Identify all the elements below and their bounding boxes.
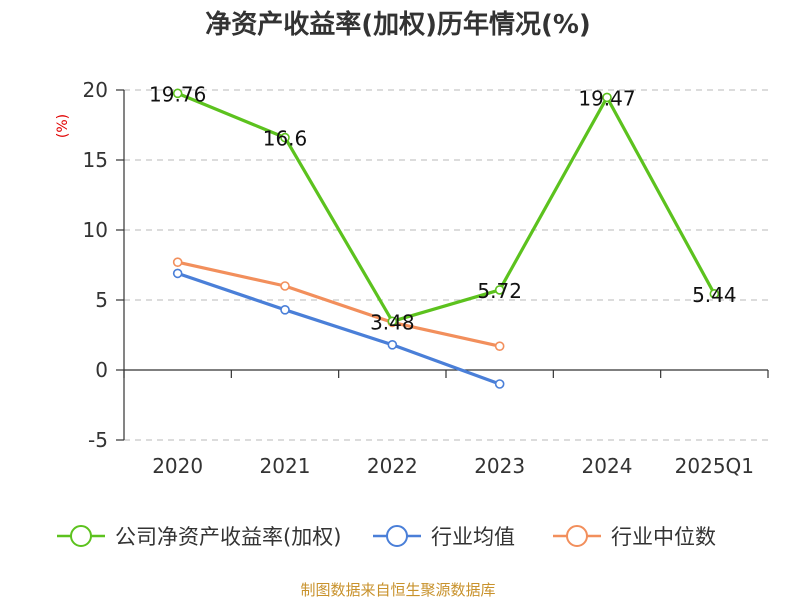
data-point	[709, 289, 720, 299]
legend-marker	[566, 525, 588, 547]
x-tick-label: 2025Q1	[675, 454, 754, 478]
legend: 公司净资产收益率(加权) 行业均值 行业中位数	[57, 525, 716, 549]
legend-marker	[386, 525, 408, 547]
data-point	[280, 281, 290, 291]
data-point	[602, 92, 612, 103]
data-point	[280, 132, 290, 143]
data-point	[172, 88, 183, 99]
data-label: 19.47	[578, 86, 635, 110]
y-tick-label: 20	[83, 78, 108, 102]
series-line	[177, 260, 501, 348]
axis-layer: 20 15 10 5 0 -5 2020 2021 2022 2023 2024 2025Q1 (%)	[55, 78, 769, 478]
x-tick-label: 2023	[474, 454, 525, 478]
source-note: 制图数据来自恒生聚源数据库	[300, 581, 495, 599]
y-tick-label: 10	[83, 218, 108, 242]
legend-marker	[70, 525, 92, 547]
chart-title: 净资产收益率(加权)历年情况(%)	[205, 9, 591, 40]
y-tick-label: 5	[95, 288, 108, 312]
y-tick-label: -5	[88, 428, 108, 452]
data-point	[172, 268, 183, 279]
y-tick-label: 0	[95, 358, 108, 382]
series-line	[177, 91, 716, 323]
legend-label: 公司净资产收益率(加权)	[115, 525, 341, 549]
data-point	[280, 304, 290, 315]
y-axis-unit-label: (%)	[55, 114, 71, 138]
data-point	[387, 339, 398, 350]
data-point	[172, 257, 183, 268]
data-label: 5.44	[692, 283, 737, 307]
data-point	[494, 379, 505, 389]
data-label: 5.72	[477, 279, 522, 303]
data-point	[494, 285, 505, 295]
data-label: 16.6	[263, 127, 308, 151]
grid-layer	[124, 89, 768, 441]
data-label: 19.76	[149, 82, 206, 106]
y-tick-label: 15	[83, 148, 108, 172]
label-layer: 19.76 16.6 3.48 5.72 19.47 5.44	[149, 82, 737, 334]
x-tick-label: 2020	[152, 454, 203, 478]
series-layer	[172, 88, 720, 389]
data-point	[494, 341, 505, 352]
x-tick-label: 2022	[367, 454, 418, 478]
x-tick-label: 2024	[582, 454, 633, 478]
legend-label: 行业均值	[431, 525, 515, 549]
legend-label: 行业中位数	[611, 525, 716, 549]
x-tick-label: 2021	[260, 454, 311, 478]
data-point	[387, 316, 398, 327]
series-line	[177, 271, 501, 386]
data-label: 3.48	[370, 310, 415, 334]
